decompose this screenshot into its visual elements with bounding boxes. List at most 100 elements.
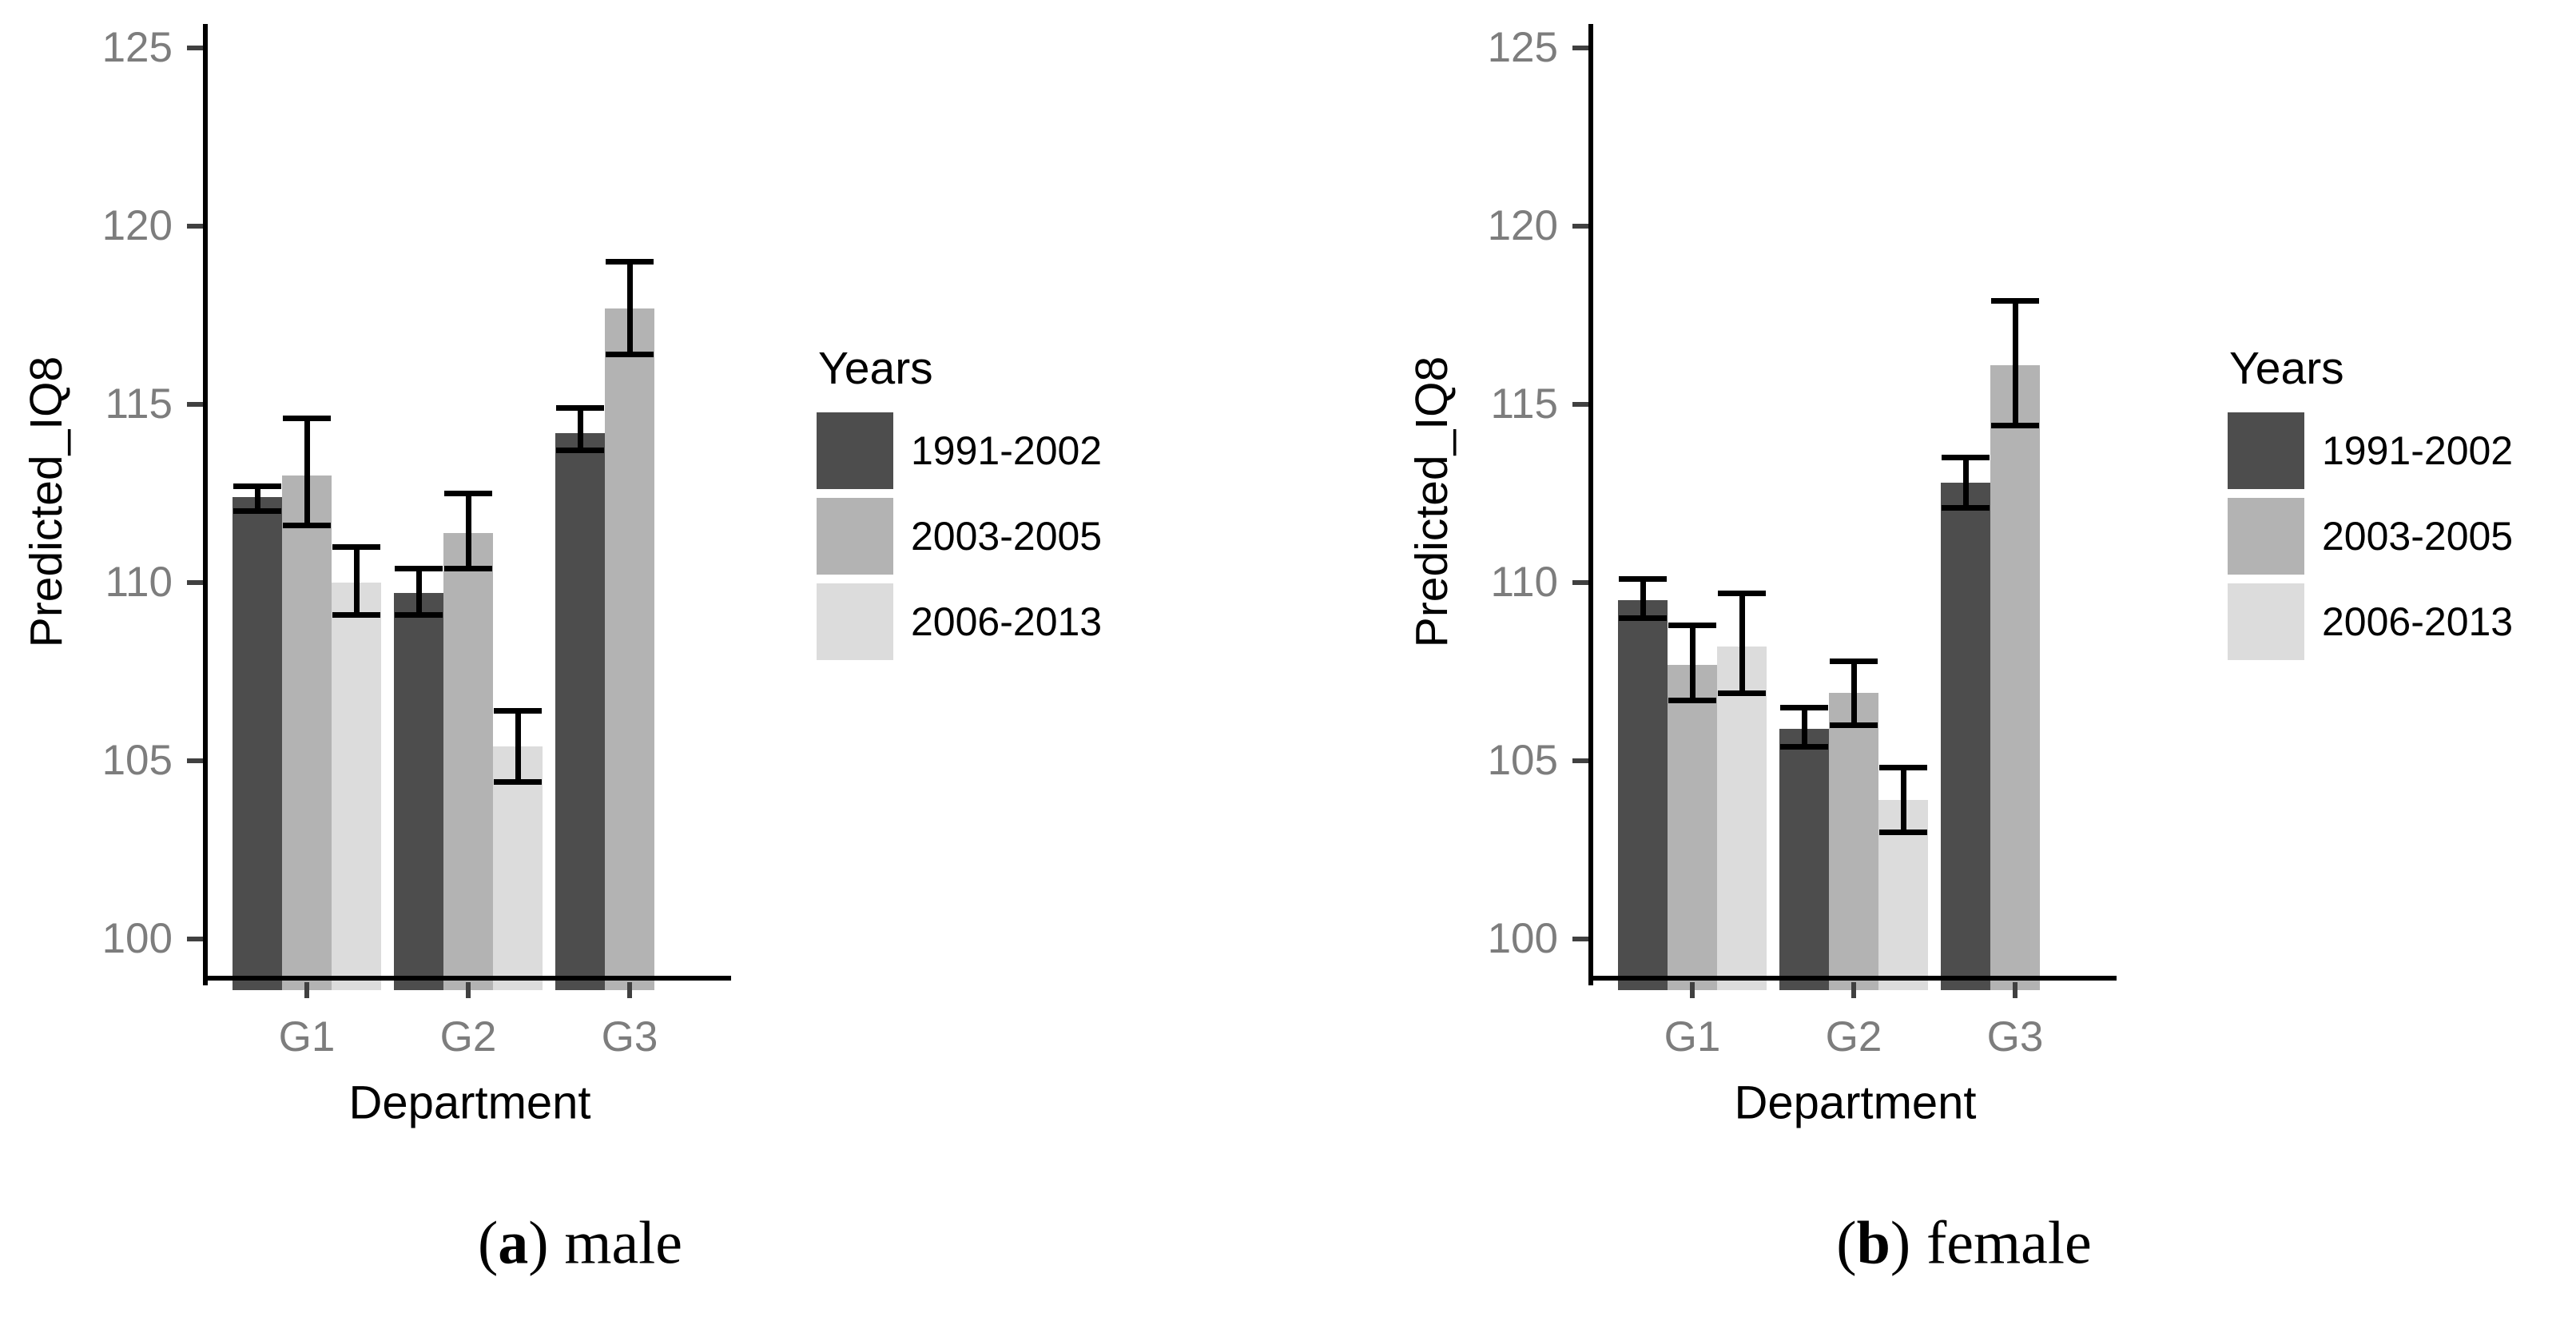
y-tick-a-110 (187, 580, 203, 585)
errorbar-line-a-G1-1991-2002 (254, 486, 260, 511)
errorbar-line-b-G2-2006-2013 (1900, 767, 1906, 833)
errorbar-line-b-G3-2003-2005 (2012, 300, 2018, 426)
errorbar-cap-top-b-G3-2003-2005 (1991, 298, 2039, 304)
legend-label: 1991-2002 (2322, 428, 2514, 473)
errorbar-line-a-G1-2003-2005 (304, 418, 310, 526)
legend-entry: 1991-2002 (817, 412, 1102, 489)
caption-paren-close: ) (1890, 1209, 1911, 1277)
y-tick-label-b-100: 100 (1487, 915, 1558, 962)
legend-label: 2003-2005 (911, 514, 1103, 559)
y-tick-b-105 (1572, 758, 1588, 763)
errorbar-line-b-G1-2003-2005 (1689, 625, 1695, 701)
bar-b-G2-1991-2002 (1779, 728, 1829, 990)
errorbar-cap-top-a-G2-1991-2002 (395, 565, 443, 571)
legend-entry: 2003-2005 (2228, 498, 2513, 575)
bar-a-G1-2003-2005 (282, 475, 332, 990)
y-tick-b-110 (1572, 580, 1588, 585)
x-tick-b-G2 (1851, 982, 1856, 998)
y-tick-a-120 (187, 224, 203, 229)
y-tick-a-115 (187, 402, 203, 407)
errorbar-line-a-G2-2006-2013 (515, 710, 521, 782)
y-tick-a-125 (187, 46, 203, 50)
y-tick-a-105 (187, 758, 203, 763)
errorbar-cap-bottom-a-G1-2006-2013 (332, 611, 380, 618)
errorbar-cap-bottom-a-G3-2003-2005 (606, 352, 654, 358)
legend: Years 1991-2002 2003-2005 2006-2013 (2228, 342, 2576, 678)
legend-title: Years (818, 343, 933, 394)
bar-a-G1-1991-2002 (233, 496, 282, 990)
x-axis-title: Department (1734, 1076, 1977, 1129)
errorbar-cap-top-b-G1-2006-2013 (1718, 590, 1766, 596)
y-tick-label-a-105: 105 (101, 737, 173, 784)
y-tick-b-125 (1572, 46, 1588, 50)
errorbar-cap-top-b-G3-1991-2002 (1942, 455, 1990, 461)
x-axis-line-a (203, 976, 731, 981)
legend-label: 2006-2013 (911, 599, 1103, 644)
x-tick-label-a-G3: G3 (601, 1013, 658, 1060)
legend-entry: 2003-2005 (817, 498, 1102, 575)
caption-paren-open: ( (1836, 1209, 1857, 1277)
errorbar-cap-top-a-G3-1991-2002 (556, 404, 604, 411)
y-tick-b-100 (1572, 937, 1588, 941)
errorbar-cap-bottom-a-G3-1991-2002 (556, 448, 604, 454)
y-tick-label-a-115: 115 (105, 380, 173, 428)
legend-entry: 1991-2002 (2228, 412, 2513, 489)
legend-label: 1991-2002 (911, 428, 1103, 473)
y-tick-label-b-110: 110 (1490, 559, 1559, 606)
bar-b-G3-2003-2005 (1990, 364, 2040, 990)
legend-swatch-2006-2013 (817, 583, 893, 660)
errorbar-line-a-G2-1991-2002 (415, 568, 422, 615)
errorbar-cap-top-b-G2-2003-2005 (1830, 658, 1878, 664)
caption-label: male (564, 1209, 683, 1277)
y-tick-label-a-120: 120 (101, 202, 173, 249)
y-tick-label-b-105: 105 (1487, 737, 1558, 784)
legend-swatch-2006-2013 (2228, 583, 2304, 660)
errorbar-line-b-G1-1991-2002 (1640, 579, 1646, 619)
bar-a-G3-1991-2002 (555, 432, 605, 990)
bar-b-G2-2003-2005 (1829, 693, 1878, 990)
x-tick-label-a-G2: G2 (439, 1013, 497, 1060)
x-tick-a-G1 (304, 982, 309, 998)
y-axis-line-a (203, 24, 208, 985)
legend-label: 2006-2013 (2322, 599, 2514, 644)
errorbar-cap-bottom-a-G2-1991-2002 (395, 611, 443, 618)
y-tick-label-b-120: 120 (1487, 202, 1558, 249)
legend-entry: 2006-2013 (2228, 583, 2513, 660)
errorbar-cap-bottom-b-G1-1991-2002 (1619, 615, 1667, 622)
errorbar-cap-top-a-G2-2003-2005 (444, 491, 492, 496)
errorbar-line-b-G3-1991-2002 (1962, 457, 1969, 508)
y-tick-label-a-125: 125 (101, 24, 173, 71)
errorbar-cap-bottom-b-G1-2006-2013 (1718, 690, 1766, 696)
bar-a-G2-2006-2013 (493, 746, 543, 990)
errorbar-cap-top-a-G3-2003-2005 (606, 259, 654, 265)
x-tick-label-b-G1: G1 (1664, 1013, 1721, 1060)
x-tick-b-G3 (2013, 982, 2017, 998)
x-tick-label-b-G3: G3 (1986, 1013, 2044, 1060)
x-tick-b-G1 (1690, 982, 1695, 998)
caption-paren-open: ( (477, 1209, 499, 1277)
errorbar-line-a-G3-1991-2002 (577, 408, 583, 451)
errorbar-cap-top-a-G1-2006-2013 (332, 543, 380, 550)
errorbar-cap-bottom-b-G1-2003-2005 (1668, 697, 1716, 703)
y-tick-label-a-100: 100 (101, 915, 173, 962)
caption-letter: a (498, 1209, 529, 1277)
errorbar-line-a-G1-2006-2013 (353, 547, 360, 615)
bar-a-G2-1991-2002 (394, 593, 443, 990)
errorbar-cap-top-a-G2-2006-2013 (494, 708, 542, 714)
errorbar-line-a-G3-2003-2005 (626, 261, 633, 355)
y-axis-line-b (1588, 24, 1593, 985)
y-tick-label-a-110: 110 (105, 559, 173, 606)
bar-a-G3-2003-2005 (605, 308, 654, 990)
x-tick-label-b-G2: G2 (1825, 1013, 1882, 1060)
errorbar-cap-bottom-b-G2-2003-2005 (1830, 722, 1878, 728)
errorbar-line-b-G2-2003-2005 (1851, 661, 1857, 726)
legend-swatch-2003-2005 (2228, 498, 2304, 575)
errorbar-cap-top-b-G1-2003-2005 (1668, 623, 1716, 629)
errorbar-line-b-G2-1991-2002 (1801, 707, 1807, 747)
legend: Years 1991-2002 2003-2005 2006-2013 (817, 342, 1232, 678)
bar-b-G3-1991-2002 (1941, 483, 1990, 990)
x-axis-title: Department (348, 1076, 591, 1129)
x-tick-a-G3 (627, 982, 632, 998)
caption-label: female (1926, 1209, 2092, 1277)
